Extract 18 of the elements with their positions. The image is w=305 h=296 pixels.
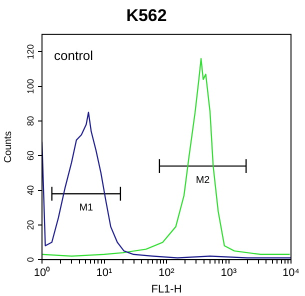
y-tick-label: 60 — [25, 150, 36, 161]
series-label: M1 — [79, 202, 94, 214]
x-tick-label: 10³ — [220, 267, 238, 280]
x-tick-label: 10⁴ — [282, 267, 300, 280]
chart-title: K562 — [126, 6, 167, 25]
x-tick-label: 10⁰ — [34, 266, 50, 280]
y-tick-label: 80 — [25, 116, 36, 126]
x-axis-title: FL1-H — [151, 283, 182, 296]
x-tick-label: 10² — [158, 267, 175, 280]
y-tick-label: 120 — [25, 44, 36, 60]
y-tick-label: 0 — [25, 257, 36, 262]
annotation: control — [54, 48, 94, 63]
series-label: M2 — [196, 174, 210, 186]
y-tick-label: 100 — [25, 78, 36, 94]
x-tick-label: 10¹ — [96, 267, 113, 280]
y-axis-title: Counts — [2, 131, 14, 163]
y-tick-label: 20 — [25, 220, 36, 230]
y-tick-label: 40 — [25, 185, 36, 196]
